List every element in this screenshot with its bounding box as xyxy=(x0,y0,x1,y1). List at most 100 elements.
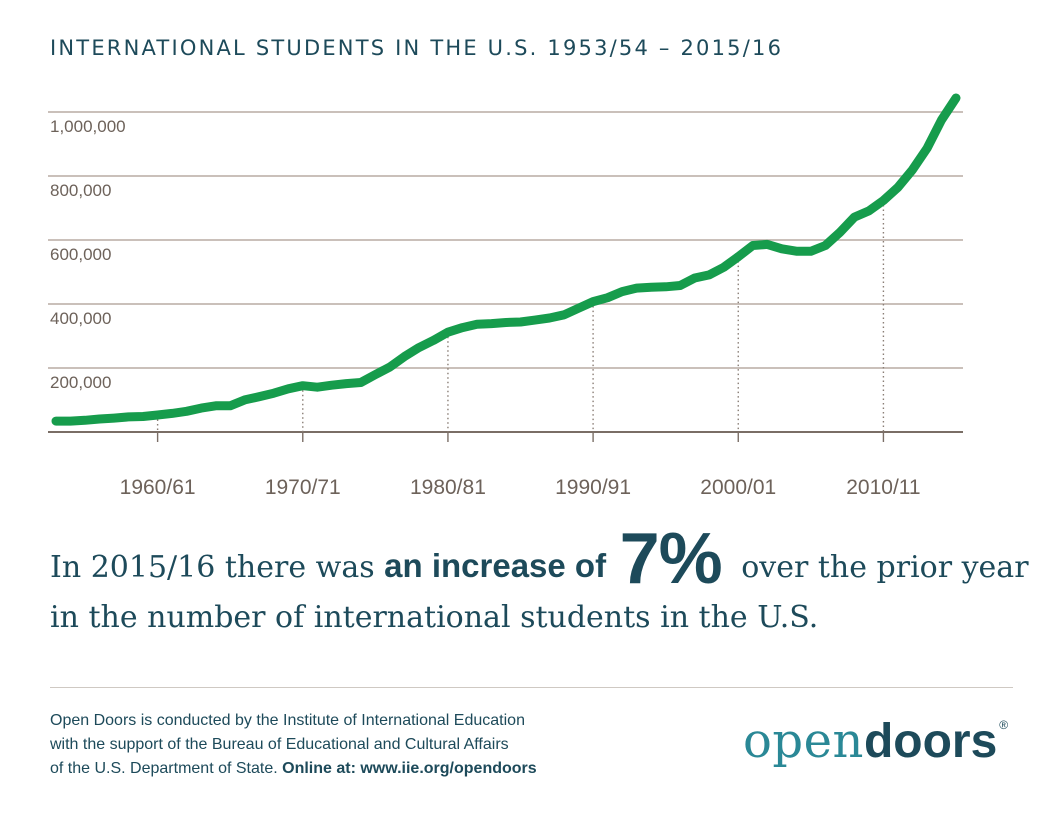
data-point-1962/63 xyxy=(184,408,190,414)
data-point-1980/81 xyxy=(445,329,451,335)
data-point-1990/91 xyxy=(590,299,596,305)
data-point-1999/00 xyxy=(721,264,727,270)
series-line-international-students xyxy=(51,93,961,426)
data-point-1982/83 xyxy=(474,321,480,327)
data-point-2010/11 xyxy=(880,198,886,204)
data-point-1988/89 xyxy=(561,312,567,318)
data-point-1995/96 xyxy=(663,284,669,290)
y-axis-tick-labels: 200,000 400,000 600,000 800,000 1,000,000 xyxy=(50,117,126,392)
footer-line-2: with the support of the Bureau of Educat… xyxy=(50,736,509,753)
x-tick-label: 2000/01 xyxy=(700,476,776,499)
headline-text-start: In 2015/16 there was xyxy=(50,550,385,585)
data-point-1985/86 xyxy=(518,319,524,325)
y-tick-label: 400,000 xyxy=(50,309,111,328)
headline-line-1: In 2015/16 there was an increase of 7% o… xyxy=(50,523,1040,595)
data-point-2000/01 xyxy=(735,254,741,260)
data-point-1969/70 xyxy=(285,386,291,392)
data-point-1997/98 xyxy=(692,275,698,281)
data-point-2003/04 xyxy=(779,246,785,252)
divider xyxy=(50,687,1013,688)
data-point-1966/67 xyxy=(242,397,248,403)
x-axis-tick-labels: 1960/61 1970/71 1980/81 1990/91 2000/01 2010/… xyxy=(120,476,921,499)
data-point-2009/10 xyxy=(866,208,872,214)
headline-percentage: 7% xyxy=(619,519,723,599)
data-point-1968/69 xyxy=(271,390,277,396)
data-point-1956/57 xyxy=(97,416,103,422)
data-point-1981/82 xyxy=(459,325,465,331)
data-point-1991/92 xyxy=(605,295,611,301)
data-point-1977/78 xyxy=(401,354,407,360)
data-point-1971/72 xyxy=(314,384,320,390)
data-point-2008/09 xyxy=(851,214,857,220)
data-point-2006/07 xyxy=(822,242,828,248)
data-point-1955/56 xyxy=(82,417,88,423)
y-tick-label: 600,000 xyxy=(50,245,111,264)
data-point-1967/68 xyxy=(256,394,262,400)
data-point-1987/88 xyxy=(547,315,553,321)
data-point-2015/16 xyxy=(953,95,959,101)
headline: In 2015/16 there was an increase of 7% o… xyxy=(50,523,1040,643)
x-tick-label: 1990/91 xyxy=(555,476,631,499)
headline-line-2: in the number of international students … xyxy=(50,600,819,635)
data-point-1979/80 xyxy=(430,337,436,343)
gridlines xyxy=(48,111,963,433)
data-point-1992/93 xyxy=(619,289,625,295)
data-point-1973/74 xyxy=(343,381,349,387)
y-tick-label: 800,000 xyxy=(50,181,111,200)
registered-mark: ® xyxy=(999,718,1009,732)
x-tick-drop-lines xyxy=(156,200,885,442)
data-points xyxy=(53,95,959,424)
data-point-1964/65 xyxy=(213,403,219,409)
data-point-1998/99 xyxy=(706,272,712,278)
data-point-1957/58 xyxy=(111,415,117,421)
data-point-2001/02 xyxy=(750,242,756,248)
data-point-1983/84 xyxy=(488,321,494,327)
footer-credits: Open Doors is conducted by the Institute… xyxy=(50,709,610,781)
logo-text-doors: doors xyxy=(863,715,998,768)
footer-website-link[interactable]: Online at: www.iie.org/opendoors xyxy=(282,760,537,777)
data-point-1954/55 xyxy=(68,418,74,424)
data-point-1986/87 xyxy=(532,317,538,323)
data-point-1993/94 xyxy=(634,285,640,291)
data-point-2005/06 xyxy=(808,248,814,254)
data-point-1976/77 xyxy=(387,364,393,370)
data-point-1959/60 xyxy=(140,413,146,419)
chart: 200,000 400,000 600,000 800,000 1,000,000 19… xyxy=(48,93,963,499)
data-point-1989/90 xyxy=(576,305,582,311)
data-point-2012/13 xyxy=(909,167,915,173)
data-point-1953/54 xyxy=(53,418,59,424)
data-point-1958/59 xyxy=(126,414,132,420)
headline-emphasis: an increase of xyxy=(384,547,607,584)
data-point-2011/12 xyxy=(895,184,901,190)
x-tick-label: 2010/11 xyxy=(846,476,920,499)
data-point-1974/75 xyxy=(358,380,364,386)
data-point-1978/79 xyxy=(416,345,422,351)
x-tick-label: 1980/81 xyxy=(410,476,486,499)
data-point-2013/14 xyxy=(924,145,930,151)
data-point-2007/08 xyxy=(837,229,843,235)
data-point-1994/95 xyxy=(648,284,654,290)
y-tick-label: 200,000 xyxy=(50,373,111,392)
data-point-1960/61 xyxy=(155,412,161,418)
footer-line-3: of the U.S. Department of State. Online … xyxy=(50,757,610,781)
data-point-1970/71 xyxy=(300,383,306,389)
data-point-1972/73 xyxy=(329,382,335,388)
data-point-1984/85 xyxy=(503,320,509,326)
data-point-1965/66 xyxy=(227,403,233,409)
data-point-2004/05 xyxy=(793,248,799,254)
data-point-1996/97 xyxy=(677,282,683,288)
x-tick-label: 1970/71 xyxy=(265,476,341,499)
headline-text-end: over the prior year xyxy=(731,550,1029,585)
data-point-1961/62 xyxy=(169,410,175,416)
footer-line-3-text: of the U.S. Department of State. xyxy=(50,760,283,777)
data-point-1975/76 xyxy=(372,372,378,378)
logo-text-open: open xyxy=(743,713,864,769)
data-point-1963/64 xyxy=(198,405,204,411)
data-point-2014/15 xyxy=(938,117,944,123)
opendoors-logo: opendoors ® xyxy=(743,713,1009,769)
footer-line-1: Open Doors is conducted by the Institute… xyxy=(50,712,525,729)
data-point-2002/03 xyxy=(764,241,770,247)
chart-title: INTERNATIONAL STUDENTS IN THE U.S. 1953/… xyxy=(50,36,784,60)
y-tick-label: 1,000,000 xyxy=(50,117,126,136)
x-tick-label: 1960/61 xyxy=(120,476,196,499)
